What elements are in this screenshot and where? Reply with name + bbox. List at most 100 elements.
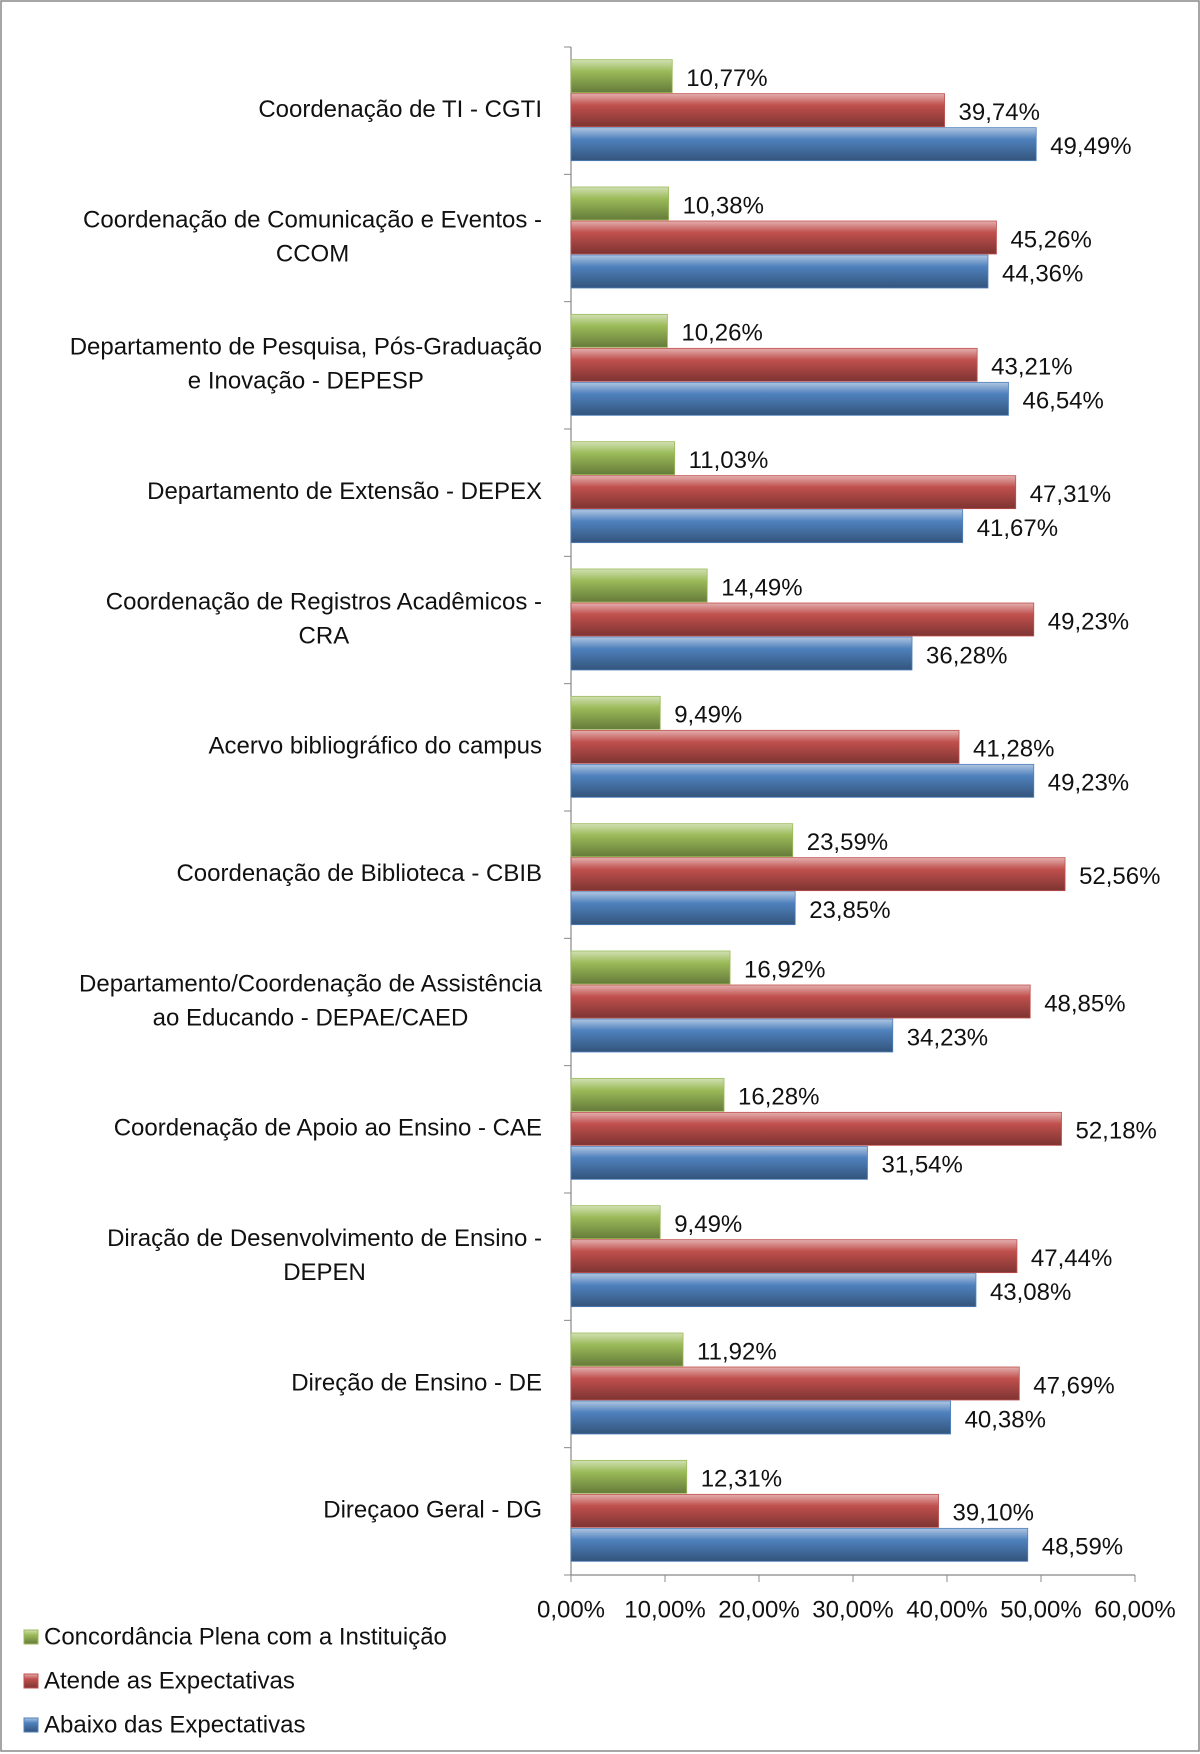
value-label: 39,74%	[959, 99, 1040, 126]
bar	[570, 220, 997, 255]
value-label: 16,28%	[738, 1084, 819, 1111]
value-label: 52,18%	[1075, 1118, 1156, 1145]
value-label: 36,28%	[926, 642, 1007, 669]
value-label: 48,85%	[1044, 990, 1125, 1017]
value-label: 23,59%	[807, 829, 888, 856]
category-label: Departamento de Pesquisa, Pós-Graduação	[70, 334, 542, 361]
x-tick-label: 60,00%	[1094, 1596, 1175, 1623]
bar	[570, 475, 1017, 510]
value-label: 11,92%	[697, 1338, 777, 1365]
value-label: 52,56%	[1079, 863, 1160, 890]
category-label: Coordenação de TI - CGTI	[258, 96, 542, 123]
bar	[570, 1493, 939, 1528]
bar	[570, 891, 796, 926]
bar	[570, 1018, 894, 1053]
bar	[570, 347, 978, 382]
value-label: 16,92%	[744, 956, 825, 983]
bar	[570, 313, 668, 348]
legend-label: Concordância Plena com a Instituição	[44, 1623, 447, 1650]
bar	[570, 93, 945, 128]
bar	[570, 763, 1035, 798]
value-label: 47,31%	[1030, 481, 1111, 508]
bar	[570, 984, 1031, 1019]
value-label: 10,38%	[683, 192, 764, 219]
bar	[570, 1111, 1062, 1146]
category-label: Coordenação de Registros Acadêmicos -	[106, 588, 542, 615]
bar	[570, 1459, 688, 1494]
category-label: Coordenação de Comunicação e Eventos -	[83, 206, 542, 233]
bar	[570, 823, 794, 858]
value-label: 43,08%	[990, 1279, 1071, 1306]
category-label: DEPEN	[283, 1259, 366, 1286]
bar	[570, 59, 673, 94]
value-label: 40,38%	[965, 1406, 1046, 1433]
value-label: 45,26%	[1010, 226, 1091, 253]
bar	[570, 1527, 1029, 1562]
bar	[570, 1239, 1018, 1274]
bar	[570, 1145, 868, 1180]
bar	[570, 695, 661, 730]
bar	[570, 509, 964, 544]
bar	[570, 857, 1066, 892]
bar	[570, 950, 731, 985]
x-tick-label: 40,00%	[906, 1596, 987, 1623]
value-label: 14,49%	[721, 574, 802, 601]
value-label: 11,03%	[689, 447, 769, 474]
bar	[570, 381, 1009, 416]
value-label: 41,67%	[977, 515, 1058, 542]
bar	[570, 1400, 951, 1435]
value-label: 23,85%	[809, 897, 890, 924]
bar	[570, 254, 989, 289]
bar	[570, 1332, 684, 1367]
value-label: 44,36%	[1002, 260, 1083, 287]
value-label: 49,23%	[1048, 608, 1129, 635]
value-label: 9,49%	[674, 1211, 742, 1238]
x-tick-label: 0,00%	[537, 1596, 605, 1623]
category-label: CCOM	[276, 240, 349, 267]
x-tick-label: 20,00%	[718, 1596, 799, 1623]
value-label: 43,21%	[991, 354, 1072, 381]
category-label: Coordenação de Biblioteca - CBIB	[176, 860, 542, 887]
bar	[570, 568, 708, 603]
bar	[570, 602, 1035, 637]
value-label: 49,23%	[1048, 770, 1129, 797]
value-label: 9,49%	[674, 702, 742, 729]
category-label: Coordenação de Apoio ao Ensino - CAE	[114, 1115, 542, 1142]
value-label: 48,59%	[1042, 1534, 1123, 1561]
category-label: Direção de Ensino - DE	[291, 1369, 542, 1396]
value-label: 12,31%	[701, 1466, 782, 1493]
legend-swatch	[23, 1717, 39, 1733]
value-label: 10,26%	[681, 320, 762, 347]
bar	[570, 636, 913, 671]
legend-swatch	[23, 1629, 39, 1645]
category-label: Acervo bibliográfico do campus	[208, 733, 542, 760]
legend-label: Atende as Expectativas	[44, 1667, 295, 1694]
value-label: 49,49%	[1050, 133, 1131, 160]
category-label: Diração de Desenvolvimento de Ensino -	[107, 1225, 542, 1252]
category-label: CRA	[299, 622, 350, 649]
bar	[570, 127, 1037, 162]
value-label: 47,44%	[1031, 1245, 1112, 1272]
x-tick-label: 30,00%	[812, 1596, 893, 1623]
bar	[570, 729, 960, 764]
category-label: e Inovação - DEPESP	[188, 368, 424, 395]
bar	[570, 1366, 1020, 1401]
category-label: Direçaoo Geral - DG	[323, 1497, 542, 1524]
bar	[570, 441, 676, 476]
value-label: 46,54%	[1022, 388, 1103, 415]
value-label: 10,77%	[686, 65, 767, 92]
category-label: ao Educando - DEPAE/CAED	[153, 1004, 469, 1031]
value-label: 47,69%	[1033, 1372, 1114, 1399]
bar	[570, 1273, 977, 1308]
bar	[570, 1077, 725, 1112]
legend-swatch	[23, 1673, 39, 1689]
category-label: Departamento de Extensão - DEPEX	[147, 478, 542, 505]
value-label: 39,10%	[953, 1500, 1034, 1527]
value-label: 41,28%	[973, 736, 1054, 763]
bar	[570, 1205, 661, 1240]
x-tick-label: 50,00%	[1000, 1596, 1081, 1623]
bar	[570, 186, 669, 221]
category-label: Departamento/Coordenação de Assistência	[79, 970, 543, 997]
legend-label: Abaixo das Expectativas	[44, 1711, 305, 1738]
